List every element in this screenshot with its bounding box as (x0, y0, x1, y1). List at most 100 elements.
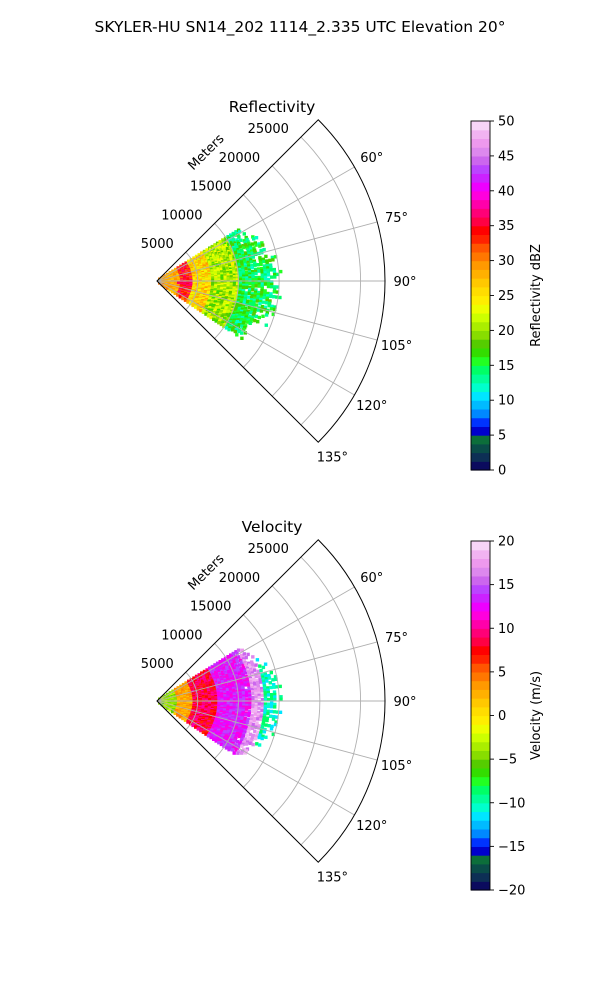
colorbar-swatch (471, 408, 490, 419)
colorbar-swatch (471, 164, 490, 174)
panel-title: Velocity (242, 518, 303, 536)
echo-cell (273, 675, 278, 679)
echo-cell (241, 664, 245, 668)
colorbar-label: Velocity (m/s) (529, 671, 544, 760)
echo-cell (263, 277, 268, 282)
echo-cell (275, 295, 279, 299)
echo-cell (247, 241, 251, 245)
echo-cell (257, 693, 261, 698)
echo-cell (251, 313, 256, 318)
echo-cell (251, 315, 255, 320)
echo-cell (240, 317, 244, 322)
echo-cell (246, 239, 250, 244)
echo-cell (262, 259, 266, 264)
echo-cell (274, 677, 278, 681)
echo-field (158, 228, 283, 340)
colorbar: −20 −15 −10 −5 0 5 10 15 20 Velocity (m/s) (470, 535, 544, 899)
echo-cell (240, 263, 245, 268)
echo-cell (245, 281, 249, 286)
echo-cell (261, 734, 265, 738)
echo-cell (257, 724, 262, 728)
colorbar-swatch (471, 426, 490, 436)
echo-cell (238, 321, 242, 325)
echo-cell (246, 668, 250, 672)
echo-cell (250, 306, 255, 311)
echo-cell (266, 688, 270, 692)
echo-cell (247, 250, 251, 254)
colorbar-swatch (471, 225, 490, 236)
echo-cell (255, 742, 259, 746)
echo-cell (255, 721, 259, 725)
echo-cell (252, 246, 256, 250)
echo-cell (239, 238, 243, 242)
echo-cell (237, 329, 241, 334)
echo-cell (249, 718, 254, 722)
colorbar-swatch (471, 671, 490, 682)
echo-cell (265, 259, 269, 263)
echo-cell (257, 673, 261, 678)
colorbar-swatch (471, 549, 490, 560)
colorbar-swatch (471, 820, 490, 830)
colorbar-tick-label: −5 (498, 753, 517, 768)
echo-cell (240, 736, 245, 740)
echo-cell (239, 660, 244, 664)
echo-cell (246, 260, 250, 265)
echo-cell (248, 302, 253, 306)
echo-cell (257, 275, 261, 280)
echo-cell (238, 708, 242, 713)
echo-cell (251, 270, 255, 274)
echo-cell (263, 702, 268, 706)
figure-suptitle: SKYLER-HU SN14_202 1114_2.335 UTC Elevat… (95, 18, 506, 37)
echo-cell (165, 706, 170, 710)
colorbar-swatch (471, 619, 490, 629)
echo-cell (259, 731, 263, 735)
echo-cell (261, 314, 265, 318)
echo-cell (269, 670, 273, 675)
echo-cell (263, 282, 268, 286)
radial-tick-label: 15000 (190, 180, 231, 195)
echo-cell (206, 734, 211, 738)
colorbar-swatch (471, 321, 490, 331)
echo-cell (238, 254, 243, 259)
echo-cell (263, 686, 267, 690)
colorbar-swatch (471, 794, 490, 804)
colorbar-swatch (471, 278, 490, 288)
echo-cell (254, 708, 258, 712)
echo-cell (263, 273, 268, 277)
echo-cell (254, 674, 258, 679)
polar-frame (156, 539, 386, 863)
echo-cell (263, 711, 267, 715)
echo-cell (257, 710, 261, 715)
echo-cell (160, 283, 165, 287)
echo-cell (246, 678, 250, 683)
echo-cell (266, 697, 271, 702)
echo-cell (250, 686, 254, 690)
echo-cell (236, 259, 240, 263)
echo-cell (232, 233, 236, 237)
echo-cell (243, 718, 247, 723)
echo-cell (250, 660, 254, 664)
echo-cell (245, 311, 250, 315)
echo-cell (270, 697, 274, 702)
echo-cell (241, 265, 245, 269)
echo-cell (247, 684, 251, 688)
echo-cell (259, 717, 263, 722)
colorbar-tick-label: 10 (498, 394, 515, 409)
echo-cell (245, 237, 249, 242)
echo-cell (255, 678, 259, 683)
colorbar-swatch (471, 776, 490, 786)
echo-cell (244, 713, 248, 717)
echo-cell (262, 293, 267, 298)
echo-cell (263, 697, 268, 702)
echo-cell (199, 728, 203, 733)
echo-cell (204, 312, 208, 316)
colorbar-swatch (471, 199, 490, 209)
echo-cell (243, 737, 248, 741)
echo-cell (235, 333, 239, 337)
echo-cell (247, 264, 251, 268)
echo-cell (243, 295, 248, 299)
colorbar-swatch (471, 304, 490, 314)
echo-cell (263, 271, 267, 275)
echo-cell (266, 709, 270, 713)
echo-cell (266, 291, 270, 296)
